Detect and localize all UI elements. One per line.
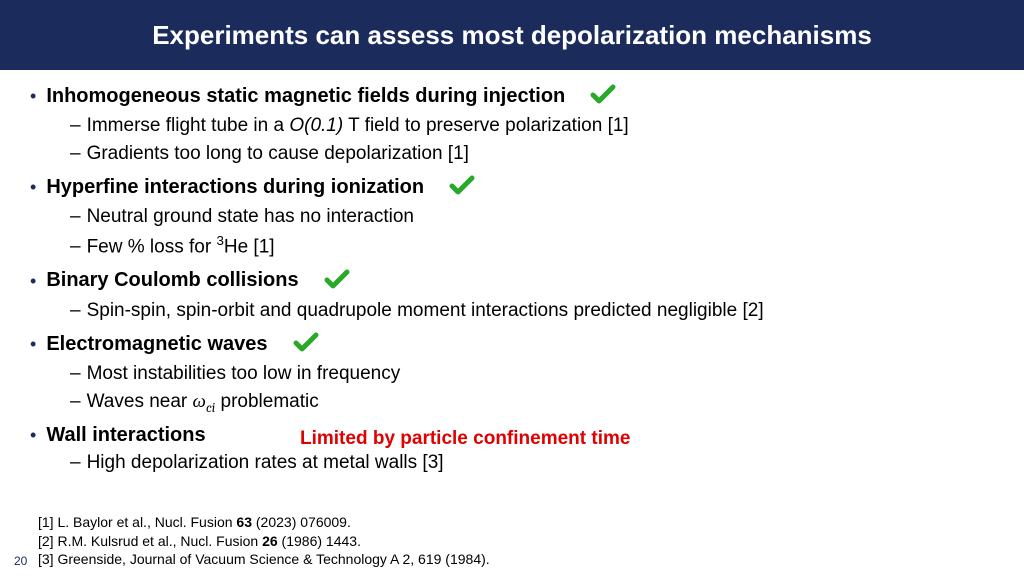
slide-title: Experiments can assess most depolarizati… <box>152 20 872 51</box>
reference-line: [1] L. Baylor et al., Nucl. Fusion 63 (2… <box>38 513 490 531</box>
sub-item: –High depolarization rates at metal wall… <box>70 449 994 477</box>
sub-item: –Waves near ωci problematic <box>70 388 994 418</box>
sub-item: –Gradients too long to cause depolarizat… <box>70 140 994 168</box>
item-title: Binary Coulomb collisions <box>46 269 298 292</box>
title-bar: Experiments can assess most depolarizati… <box>0 0 1024 70</box>
sub-item: –Immerse flight tube in a O(0.1) T field… <box>70 112 994 140</box>
sub-list: –Spin-spin, spin-orbit and quadrupole mo… <box>30 297 994 325</box>
bullet-list: • Inhomogeneous static magnetic fields d… <box>30 82 994 476</box>
bullet-item: • Inhomogeneous static magnetic fields d… <box>30 82 994 167</box>
check-icon <box>292 330 320 358</box>
item-title: Inhomogeneous static magnetic fields dur… <box>46 85 565 108</box>
bullet-item: • Hyperfine interactions during ionizati… <box>30 173 994 260</box>
bullet-icon: • <box>30 335 36 353</box>
references: [1] L. Baylor et al., Nucl. Fusion 63 (2… <box>38 513 490 568</box>
bullet-item: • Binary Coulomb collisions –Spin-spin, … <box>30 267 994 325</box>
bullet-icon: • <box>30 272 36 290</box>
sub-list: –Most instabilities too low in frequency… <box>30 360 994 418</box>
check-icon <box>448 173 476 201</box>
bullet-icon: • <box>30 426 36 444</box>
item-title: Electromagnetic waves <box>46 333 267 356</box>
sub-item: –Most instabilities too low in frequency <box>70 360 994 388</box>
sub-item: –Spin-spin, spin-orbit and quadrupole mo… <box>70 297 994 325</box>
sub-list: –Neutral ground state has no interaction… <box>30 203 994 260</box>
page-number: 20 <box>14 554 27 568</box>
reference-line: [3] Greenside, Journal of Vacuum Science… <box>38 550 490 568</box>
bullet-icon: • <box>30 178 36 196</box>
item-title: Wall interactions <box>46 424 205 447</box>
sub-list: –Immerse flight tube in a O(0.1) T field… <box>30 112 994 167</box>
item-title: Hyperfine interactions during ionization <box>46 176 424 199</box>
slide-body: • Inhomogeneous static magnetic fields d… <box>0 70 1024 476</box>
check-icon <box>589 82 617 110</box>
reference-line: [2] R.M. Kulsrud et al., Nucl. Fusion 26… <box>38 532 490 550</box>
check-icon <box>323 267 351 295</box>
sub-item: –Neutral ground state has no interaction <box>70 203 994 231</box>
sub-list: –High depolarization rates at metal wall… <box>30 449 994 477</box>
bullet-item: • Electromagnetic waves –Most instabilit… <box>30 330 994 418</box>
sub-item: –Few % loss for 3He [1] <box>70 231 994 261</box>
warning-text: Limited by particle confinement time <box>300 428 630 450</box>
bullet-icon: • <box>30 87 36 105</box>
